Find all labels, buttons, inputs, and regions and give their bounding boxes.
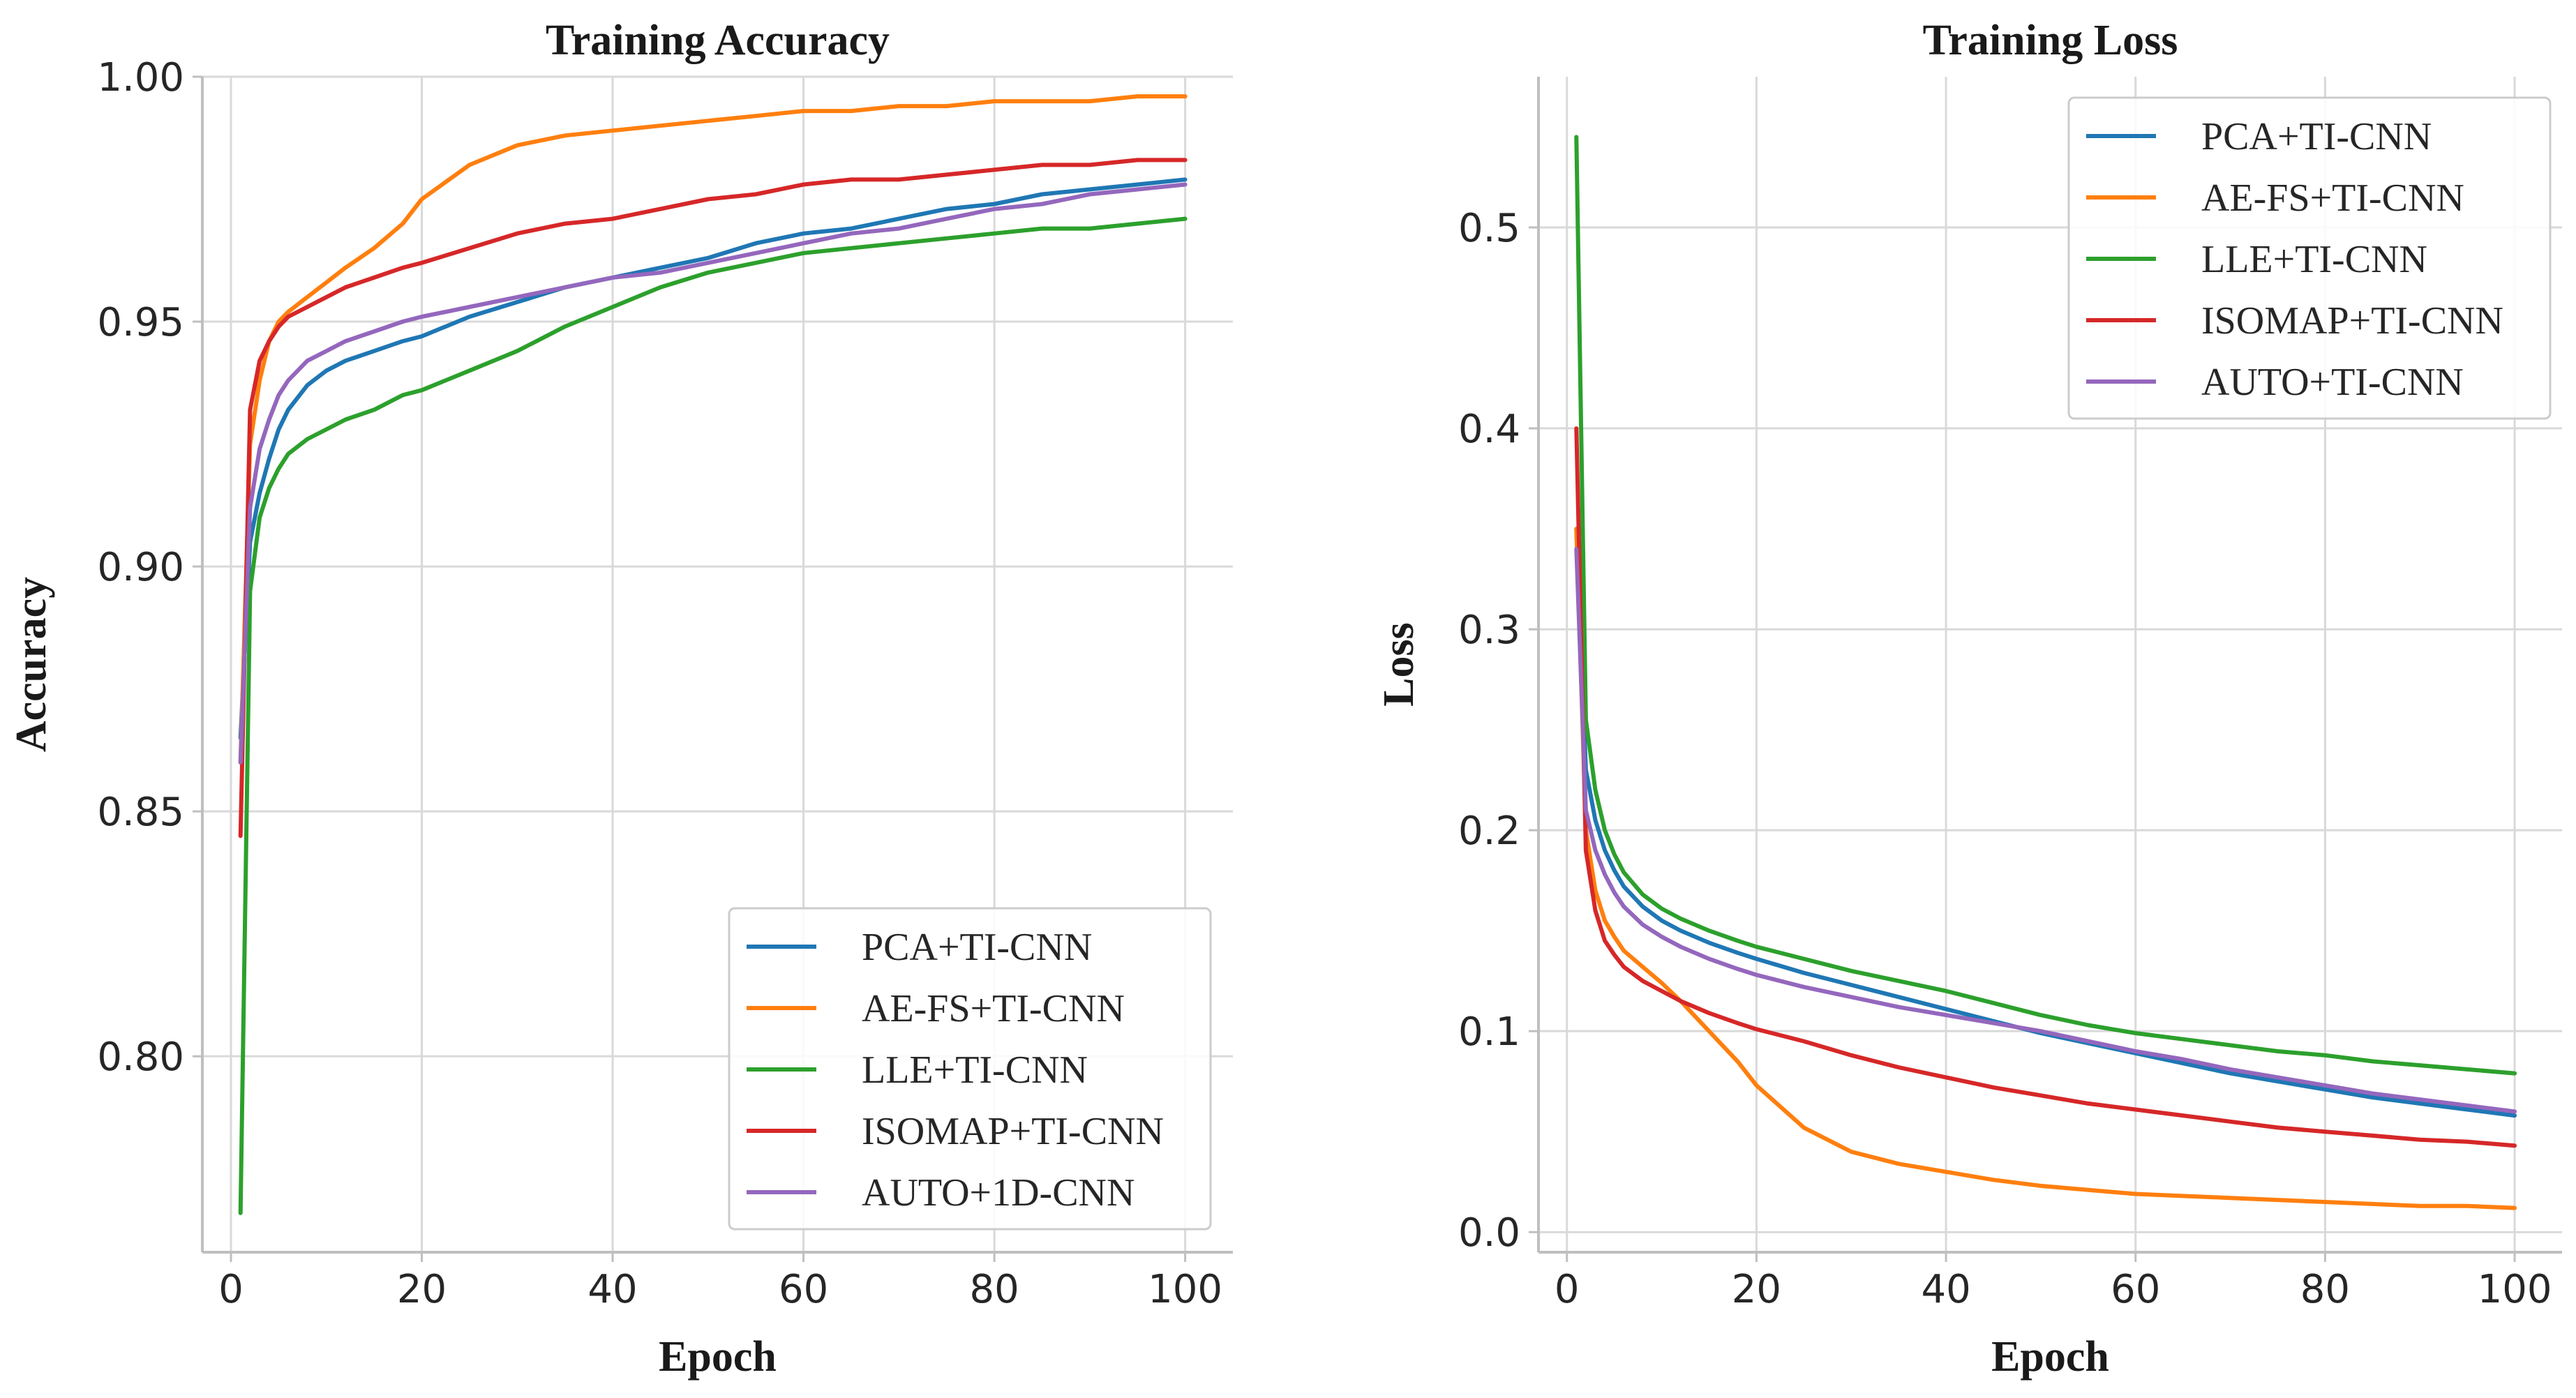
loss-series-line-ae-fs-ti-cnn (1574, 527, 2517, 1210)
accuracy-y-tick-label: 0.80 (97, 1035, 184, 1080)
accuracy-series-line-isomap-ti-cnn (238, 158, 1188, 839)
loss-series-line-isomap-ti-cnn (1574, 426, 2517, 1148)
loss-legend: PCA+TI-CNN AE-FS+TI-CNN LLE+TI-CNN ISOMAP+T… (2067, 96, 2552, 420)
accuracy-legend-label-auto-1d-cnn: AUTO+1D-CNN (862, 1171, 1135, 1215)
loss-legend-label-pca-ti-cnn: PCA+TI-CNN (2201, 115, 2432, 158)
loss-y-tick-label: 0.2 (1458, 809, 1520, 854)
accuracy-x-axis-label: Epoch (659, 1333, 777, 1381)
accuracy-y-tick-label: 0.95 (97, 300, 184, 345)
accuracy-series-line-auto-1d-cnn (238, 182, 1188, 765)
loss-axes (1537, 77, 2562, 1254)
accuracy-x-tick-label: 80 (969, 1267, 1019, 1312)
loss-x-tick-label: 100 (2478, 1267, 2552, 1312)
loss-y-tick-label: 0.3 (1458, 608, 1520, 653)
accuracy-legend-label-pca-ti-cnn: PCA+TI-CNN (862, 926, 1092, 969)
accuracy-ticks: 0 20 40 60 80 100 0.80 0.85 0.90 0.95 1.00 (97, 55, 1222, 1312)
loss-legend-label-isomap-ti-cnn: ISOMAP+TI-CNN (2201, 299, 2503, 343)
loss-x-tick-label: 0 (1555, 1267, 1580, 1312)
accuracy-legend-frame (728, 907, 1212, 1231)
loss-y-tick-label: 0.4 (1458, 407, 1520, 452)
accuracy-series (238, 94, 1188, 1215)
loss-series (1574, 135, 2517, 1210)
accuracy-series-line-ae-fs-ti-cnn (238, 94, 1188, 765)
accuracy-legend-label-isomap-ti-cnn: ISOMAP+TI-CNN (862, 1110, 1164, 1153)
accuracy-grid (202, 75, 1233, 1252)
accuracy-legend-label-ae-fs-ti-cnn: AE-FS+TI-CNN (862, 987, 1125, 1030)
loss-legend-frame (2067, 96, 2552, 420)
loss-x-tick-label: 60 (2111, 1267, 2160, 1312)
accuracy-y-axis-label: Accuracy (8, 577, 55, 752)
loss-chart: 0 20 40 60 80 100 0.0 0.1 0.2 0.3 0.4 0.5 Training … (1375, 17, 2562, 1381)
accuracy-x-tick-label: 20 (397, 1267, 447, 1312)
loss-x-tick-label: 20 (1732, 1267, 1781, 1312)
loss-series-line-auto-ti-cnn (1574, 546, 2517, 1114)
accuracy-series-line-pca-ti-cnn (238, 177, 1188, 740)
loss-y-tick-label: 0.5 (1458, 206, 1520, 251)
accuracy-chart-title: Training Accuracy (546, 17, 890, 64)
accuracy-series-line-lle-ti-cnn (238, 216, 1188, 1215)
accuracy-x-tick-label: 100 (1148, 1267, 1222, 1312)
loss-x-tick-label: 40 (1921, 1267, 1970, 1312)
loss-ticks: 0 20 40 60 80 100 0.0 0.1 0.2 0.3 0.4 0.5 (1458, 206, 2552, 1312)
loss-y-axis-label: Loss (1375, 622, 1423, 707)
accuracy-legend: PCA+TI-CNN AE-FS+TI-CNN LLE+TI-CNN ISOMAP+T… (728, 907, 1212, 1231)
loss-x-tick-label: 80 (2300, 1267, 2350, 1312)
accuracy-x-tick-label: 60 (779, 1267, 828, 1312)
accuracy-y-tick-label: 0.85 (97, 790, 184, 835)
accuracy-x-tick-label: 40 (587, 1267, 637, 1312)
accuracy-x-tick-label: 0 (218, 1267, 244, 1312)
loss-series-line-lle-ti-cnn (1574, 135, 2517, 1076)
loss-y-tick-label: 0.0 (1458, 1210, 1520, 1256)
accuracy-y-tick-label: 0.90 (97, 545, 184, 590)
loss-x-axis-label: Epoch (1991, 1333, 2109, 1381)
accuracy-y-tick-label: 1.00 (97, 55, 184, 100)
loss-legend-label-auto-ti-cnn: AUTO+TI-CNN (2201, 361, 2464, 404)
loss-y-tick-label: 0.1 (1458, 1009, 1520, 1055)
loss-chart-title: Training Loss (1923, 17, 2178, 64)
accuracy-chart: 0 20 40 60 80 100 0.80 0.85 0.90 0.95 1.00 Trainin… (8, 17, 1233, 1381)
loss-legend-label-ae-fs-ti-cnn: AE-FS+TI-CNN (2201, 176, 2464, 220)
accuracy-legend-label-lle-ti-cnn: LLE+TI-CNN (862, 1048, 1088, 1092)
loss-legend-label-lle-ti-cnn: LLE+TI-CNN (2201, 238, 2427, 281)
loss-series-line-pca-ti-cnn (1574, 527, 2517, 1118)
